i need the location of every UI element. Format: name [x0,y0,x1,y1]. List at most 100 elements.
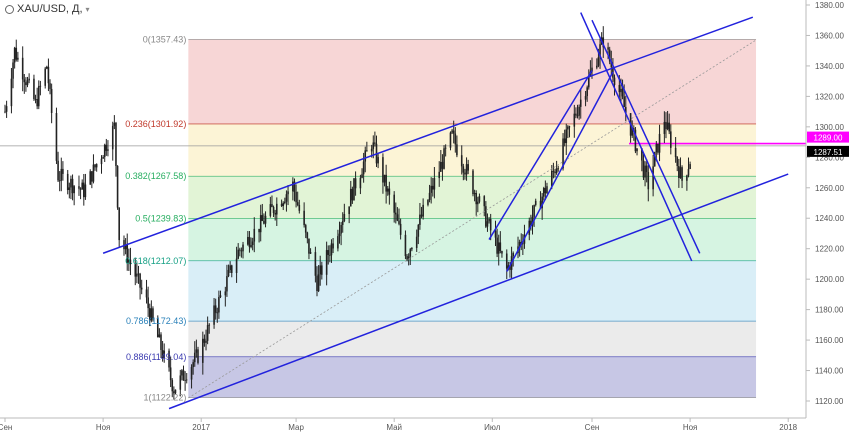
candle-body [237,249,239,259]
candle-body [95,164,98,168]
candle-body [354,178,357,189]
candle-body [348,206,350,215]
fib-label: 0.886(1149.04) [126,352,186,362]
candle-body [218,297,220,313]
candle-body [499,242,502,252]
candle-body [79,188,82,190]
fib-label: 1(1122.22) [143,393,186,403]
candle-body [597,57,600,66]
candle-body [126,244,129,263]
candle-body [36,99,38,107]
candle-body [393,194,395,213]
fib-band [188,260,757,322]
symbol-header[interactable]: XAU/USD, Д, ▾ [2,2,93,16]
candle-body [83,182,85,198]
candle-body [235,258,238,273]
candle-body [486,221,489,227]
candle-body [295,191,297,203]
candle-body [623,96,625,108]
candle-body [21,57,24,80]
price-tick-label: 1160.00 [815,336,844,345]
fib-label: 0.5(1239.83) [135,213,186,223]
candle-body [431,185,434,190]
candle-body [361,174,363,178]
candle-body [676,157,679,167]
candle-body [624,107,627,114]
candle-body [366,150,368,152]
candle-body [441,161,444,169]
candle-body [147,297,149,309]
fib-label: 0.382(1267.58) [125,171,186,181]
candle-body [39,85,42,87]
candle-body [663,121,666,134]
candle-body [444,147,447,149]
candle-body [377,157,379,164]
candle-body [518,241,521,247]
price-tick-label: 1120.00 [815,397,844,406]
fib-label: 0(1357.43) [143,34,187,44]
trend-lines[interactable] [102,12,789,410]
down-line-1 [580,12,693,262]
time-tick-label: Ноя [96,423,111,432]
candle-body [578,106,580,116]
candle-body [181,370,183,376]
candle-body [557,168,560,170]
candle-body [364,150,367,162]
candle-body [330,243,333,256]
candle-body [472,170,474,195]
candle-body [485,206,487,227]
candle-body [60,168,63,181]
candle-body [84,184,87,198]
candle-body [438,171,441,179]
price-tick-label: 1260.00 [815,184,844,193]
candle-body [206,325,209,341]
candle-body [296,202,299,205]
candle-body [602,37,605,48]
candle-body [152,308,154,320]
candle-body [168,350,170,368]
candle-body [105,144,108,151]
candle-body [169,367,172,381]
candle-body [224,291,227,296]
candle-body [314,252,317,276]
price-tick-label: 1200.00 [815,275,844,284]
candle-body [263,220,265,224]
candle-body [10,78,13,107]
candle-body [317,274,320,292]
candle-body [171,380,174,392]
candle-body [332,243,334,249]
candle-body [316,275,318,292]
candle-body [420,214,423,217]
candle-body [174,389,177,394]
time-tick-label: Сен [585,423,600,432]
candle-body [505,253,508,269]
candle-body [674,147,677,158]
chevron-down-icon[interactable]: ▾ [85,4,90,14]
candle-body [227,269,230,277]
fibonacci-retracement[interactable] [188,38,757,399]
candle-body [552,171,555,172]
price-tick-label: 1180.00 [815,306,844,315]
candle-body [531,216,534,226]
rally-lower [506,71,614,272]
candle-body [465,164,468,175]
candle-body [396,214,399,221]
candle-body [689,164,691,170]
channel-lower [168,173,789,410]
candle-body [113,122,116,126]
candle-body [467,164,469,171]
price-axis[interactable]: 1120.00 1140.00 1160.00 1180.00 1200.00 1220.… [805,0,849,418]
fib-label: 0.786(1172.43) [126,316,186,326]
time-axis[interactable]: Сен Ноя 2017 Мар Май Июл Сен Ноя 2018 [0,417,806,432]
candle-body [544,188,547,194]
candle-body [460,155,463,167]
candle-body [443,148,445,169]
candle-body [362,161,365,175]
candle-body [197,349,199,363]
candle-body [567,126,569,130]
candle-body [349,188,352,207]
candle-body [33,78,35,100]
candle-body [546,186,548,194]
